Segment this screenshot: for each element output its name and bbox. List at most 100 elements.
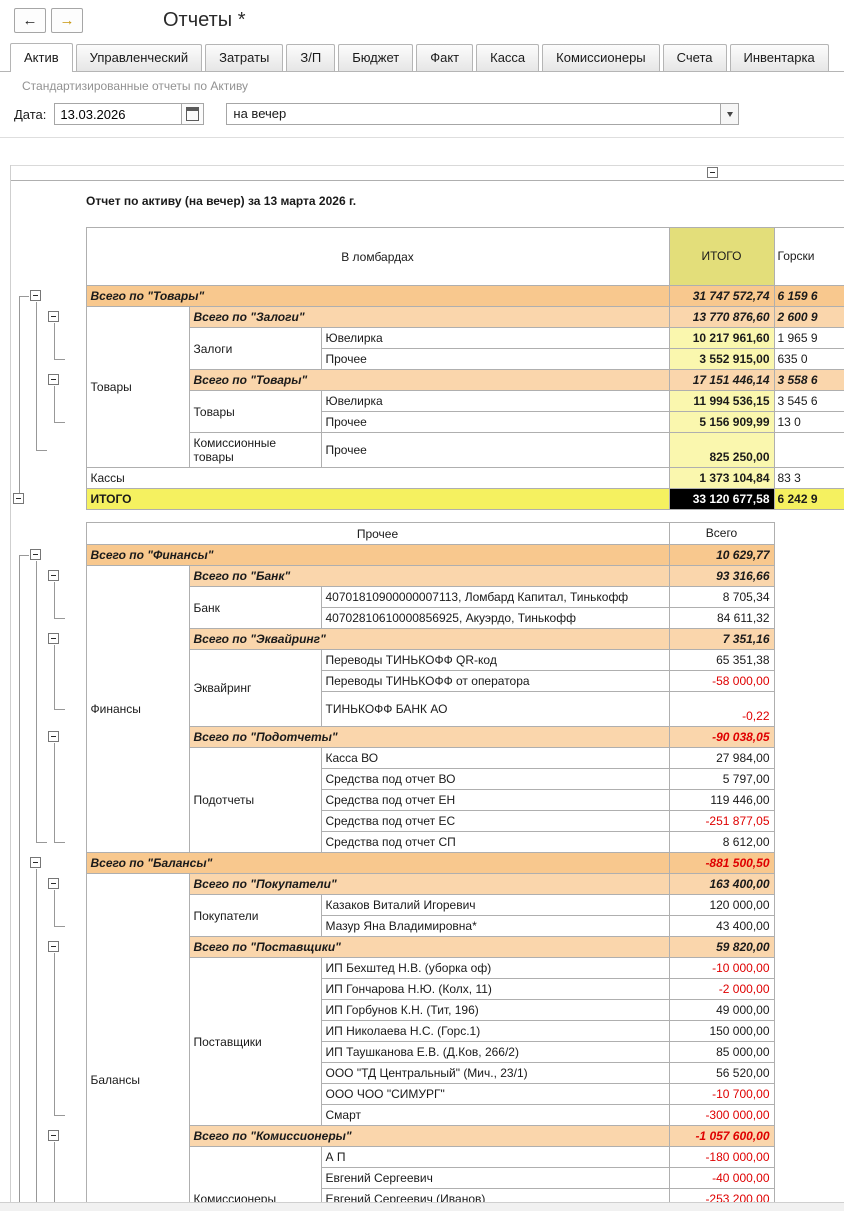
tree-gutter-cell <box>11 726 27 748</box>
tree-gutter-cell <box>63 958 86 979</box>
forward-button[interactable]: → <box>51 8 83 33</box>
tree-gutter-cell <box>27 468 45 489</box>
column-header-total: Всего <box>668 522 775 545</box>
tree-gutter-cell <box>63 979 86 1000</box>
tree-gutter-cell <box>27 489 45 510</box>
tree-gutter-cell <box>27 999 45 1021</box>
tree-gutter-cell <box>27 670 45 692</box>
group-collapse-minus-icon[interactable] <box>48 731 59 742</box>
tree-gutter-cell <box>11 628 27 650</box>
report-row-group1: Всего по "Товары" 31 747 572,74 6 159 6 <box>11 285 844 307</box>
group-collapse-minus-icon[interactable] <box>48 570 59 581</box>
tree-gutter-cell <box>45 727 63 748</box>
tree-gutter-cell <box>11 411 27 433</box>
tab-9[interactable]: Инвентарка <box>729 44 829 71</box>
clipped-value-cell: 3 545 6 <box>773 390 844 412</box>
group-collapse-minus-icon[interactable] <box>48 374 59 385</box>
tab-8[interactable]: Счета <box>662 44 727 71</box>
group-collapse-minus-icon[interactable] <box>30 857 41 868</box>
row-label-cell: ИП Николаева Н.С. (Горс.1) <box>320 1020 670 1042</box>
group-collapse-minus-icon[interactable] <box>48 878 59 889</box>
tree-gutter-cell <box>27 1146 45 1168</box>
group-collapse-minus-icon[interactable] <box>48 311 59 322</box>
tree-gutter-cell <box>63 608 86 629</box>
tree-gutter-cell <box>63 545 86 566</box>
page-title: Отчеты * <box>163 9 246 31</box>
column-collapse-icon[interactable] <box>707 167 718 178</box>
tree-gutter-cell <box>11 831 27 853</box>
tree-gutter-cell <box>11 978 27 1000</box>
value-cell: -180 000,00 <box>668 1146 775 1168</box>
tree-gutter-cell <box>11 1020 27 1042</box>
tree-gutter-cell <box>45 586 63 608</box>
group-collapse-minus-icon[interactable] <box>48 633 59 644</box>
value-cell: 5 156 909,99 <box>668 411 775 433</box>
toolbar: Дата: на вечер <box>0 93 844 138</box>
tree-gutter-cell <box>63 433 86 468</box>
report-row-detail: Поставщики ИП Бехштед Н.В. (уборка оф) -10… <box>11 957 844 1126</box>
clipped-value-cell: 1 965 9 <box>773 327 844 349</box>
clipped-value-cell: 635 0 <box>773 348 844 370</box>
value-cell: 56 520,00 <box>668 1062 775 1084</box>
group-collapse-minus-icon[interactable] <box>13 493 24 504</box>
row-label-cell: Кассы <box>85 467 670 489</box>
tree-gutter-cell <box>11 432 27 468</box>
tree-gutter-cell <box>63 468 86 489</box>
tree-gutter-cell <box>11 286 29 307</box>
tab-1[interactable]: Управленческий <box>75 44 203 71</box>
calendar-button[interactable] <box>182 103 205 125</box>
tree-gutter-cell <box>63 1105 86 1126</box>
tree-gutter-cell <box>63 587 86 608</box>
tree-gutter-cell <box>27 286 45 307</box>
date-input[interactable] <box>54 103 183 125</box>
group-collapse-minus-icon[interactable] <box>30 290 41 301</box>
group-total-label: Всего по "Товары" <box>188 369 670 391</box>
tree-gutter-cell <box>63 228 86 286</box>
row-label-cell: ИП Горбунов К.Н. (Тит, 196) <box>320 999 670 1021</box>
value-cell: -300 000,00 <box>668 1104 775 1126</box>
value-cell: -251 877,05 <box>668 810 775 832</box>
group-collapse-minus-icon[interactable] <box>48 941 59 952</box>
tab-4[interactable]: Бюджет <box>338 44 414 71</box>
column-header-total: ИТОГО <box>668 227 775 286</box>
tree-gutter-cell <box>63 1000 86 1021</box>
report-row-detail: ООО "ТД Центральный" (Мич., 23/1) 56 520,… <box>11 1062 844 1084</box>
tree-gutter-cell <box>63 1063 86 1084</box>
back-button[interactable]: ← <box>14 8 46 33</box>
tree-gutter-cell <box>45 670 63 692</box>
row-label-cell: ИП Таушканова Е.В. (Д.Ков, 266/2) <box>320 1041 670 1063</box>
tab-5[interactable]: Факт <box>416 44 474 71</box>
tree-gutter-cell <box>45 978 63 1000</box>
value-cell: 5 797,00 <box>668 768 775 790</box>
grand-total-label: ИТОГО <box>85 488 670 510</box>
history-nav: ← → <box>14 8 83 33</box>
tab-6[interactable]: Касса <box>476 44 540 71</box>
row-label-cell: ИП Бехштед Н.В. (уборка оф) <box>320 957 670 979</box>
clipped-value-cell: 2 600 9 <box>773 306 844 328</box>
group-total-label: Всего по "Балансы" <box>85 852 670 874</box>
group-collapse-minus-icon[interactable] <box>30 549 41 560</box>
title-bar: ← → Отчеты * <box>0 0 844 35</box>
tree-gutter-cell <box>45 1126 63 1147</box>
tab-3[interactable]: З/П <box>286 44 336 71</box>
tree-gutter-cell <box>63 748 86 769</box>
group-collapse-minus-icon[interactable] <box>48 1130 59 1141</box>
period-combobox[interactable]: на вечер <box>226 103 740 125</box>
report-grid: В ломбардах ИТОГО Горски Всего по "Товары" 3… <box>11 227 844 1211</box>
tree-gutter-cell <box>63 692 86 727</box>
tree-gutter-cell <box>27 894 45 916</box>
value-cell: 84 611,32 <box>668 607 775 629</box>
report-row-group2: Всего по "Поставщики" 59 820,00 <box>11 936 844 958</box>
report-row-detail: Подотчеты Касса ВО 27 984,00 <box>11 747 844 853</box>
tree-gutter-cell <box>63 811 86 832</box>
period-dropdown-button[interactable] <box>720 104 739 124</box>
tree-gutter-cell <box>45 957 63 979</box>
tab-0-active[interactable]: Актив <box>10 43 73 72</box>
tab-7[interactable]: Комиссионеры <box>542 44 660 71</box>
report-row-group2: Всего по "Эквайринг" 7 351,16 <box>11 628 844 650</box>
row-label-cell: Средства под отчет ВО <box>320 768 670 790</box>
report-row-group2: Балансы Всего по "Покупатели" 163 400,00 <box>11 873 844 1211</box>
tab-2[interactable]: Затраты <box>205 44 284 71</box>
row-label-cell: А П <box>320 1146 670 1168</box>
tree-gutter-cell <box>27 607 45 629</box>
